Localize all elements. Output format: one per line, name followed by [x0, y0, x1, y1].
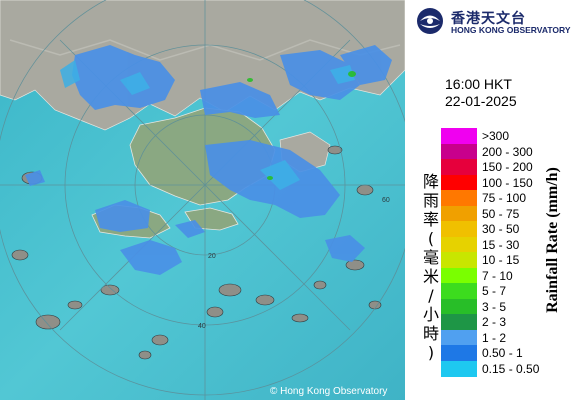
legend-label: >300	[482, 129, 510, 143]
legend-swatch	[441, 143, 477, 160]
ring-label-40: 40	[198, 323, 206, 330]
logo-name-en: HONG KONG OBSERVATORY	[451, 25, 571, 35]
legend-swatch	[441, 236, 477, 253]
legend-unit-zh: 降雨率(毫米 / 小時)	[422, 172, 439, 362]
legend-swatch	[441, 298, 477, 315]
hko-logo: 香港天文台 HONG KONG OBSERVATORY	[413, 6, 573, 36]
legend-swatch	[441, 267, 477, 284]
legend-swatch	[441, 329, 477, 346]
range-ring-labels: 20 40 60	[198, 197, 390, 330]
legend-swatch	[441, 360, 477, 377]
rainfall-scale: >300 200 - 300 150 - 200 100 - 150 75 - 100 5…	[441, 128, 551, 378]
legend-label: 75 - 100	[482, 191, 527, 205]
legend-label: 5 - 7	[482, 284, 507, 298]
legend-swatch	[441, 159, 477, 175]
legend-swatch	[441, 221, 477, 237]
legend-panel: 香港天文台 HONG KONG OBSERVATORY 16:00 HKT 22…	[405, 0, 577, 400]
legend-swatch	[441, 174, 477, 191]
legend-label: 0.50 - 1	[482, 346, 523, 360]
legend-swatch	[441, 314, 477, 330]
ring-label-20: 20	[208, 253, 216, 260]
legend-unit-en: Rainfall Rate (mm/h)	[544, 167, 561, 313]
radar-map: 20 40 60 © Hong Kong Observatory	[0, 0, 405, 400]
legend-swatch	[441, 190, 477, 206]
legend-label: 50 - 75	[482, 206, 520, 221]
legend-swatch	[441, 345, 477, 361]
legend-label: 3 - 5	[482, 299, 507, 314]
legend-swatch	[441, 252, 477, 268]
copyright: © Hong Kong Observatory	[270, 386, 387, 397]
legend-swatch	[441, 205, 477, 222]
observation-time: 16:00 HKT	[445, 76, 512, 92]
rain-echoes-light	[60, 60, 355, 190]
observation-date: 22-01-2025	[445, 93, 517, 109]
legend-swatch	[441, 283, 477, 299]
rain-echoes-moderate	[247, 71, 356, 180]
legend-label: 100 - 150	[482, 175, 533, 190]
legend-label: 30 - 50	[482, 222, 520, 236]
ring-label-60: 60	[382, 197, 390, 204]
legend-label: 0.15 - 0.50	[482, 361, 540, 376]
logo-name-zh: 香港天文台	[451, 10, 526, 26]
legend-label: 15 - 30	[482, 237, 520, 252]
legend-label: 200 - 300	[482, 144, 533, 159]
legend-label: 1 - 2	[482, 330, 507, 345]
legend-label: 150 - 200	[482, 160, 533, 174]
legend-label: 10 - 15	[482, 253, 520, 267]
legend-label: 7 - 10	[482, 268, 513, 283]
legend-swatch	[441, 128, 477, 144]
hko-emblem-icon	[417, 8, 443, 34]
legend-label: 2 - 3	[482, 315, 507, 329]
